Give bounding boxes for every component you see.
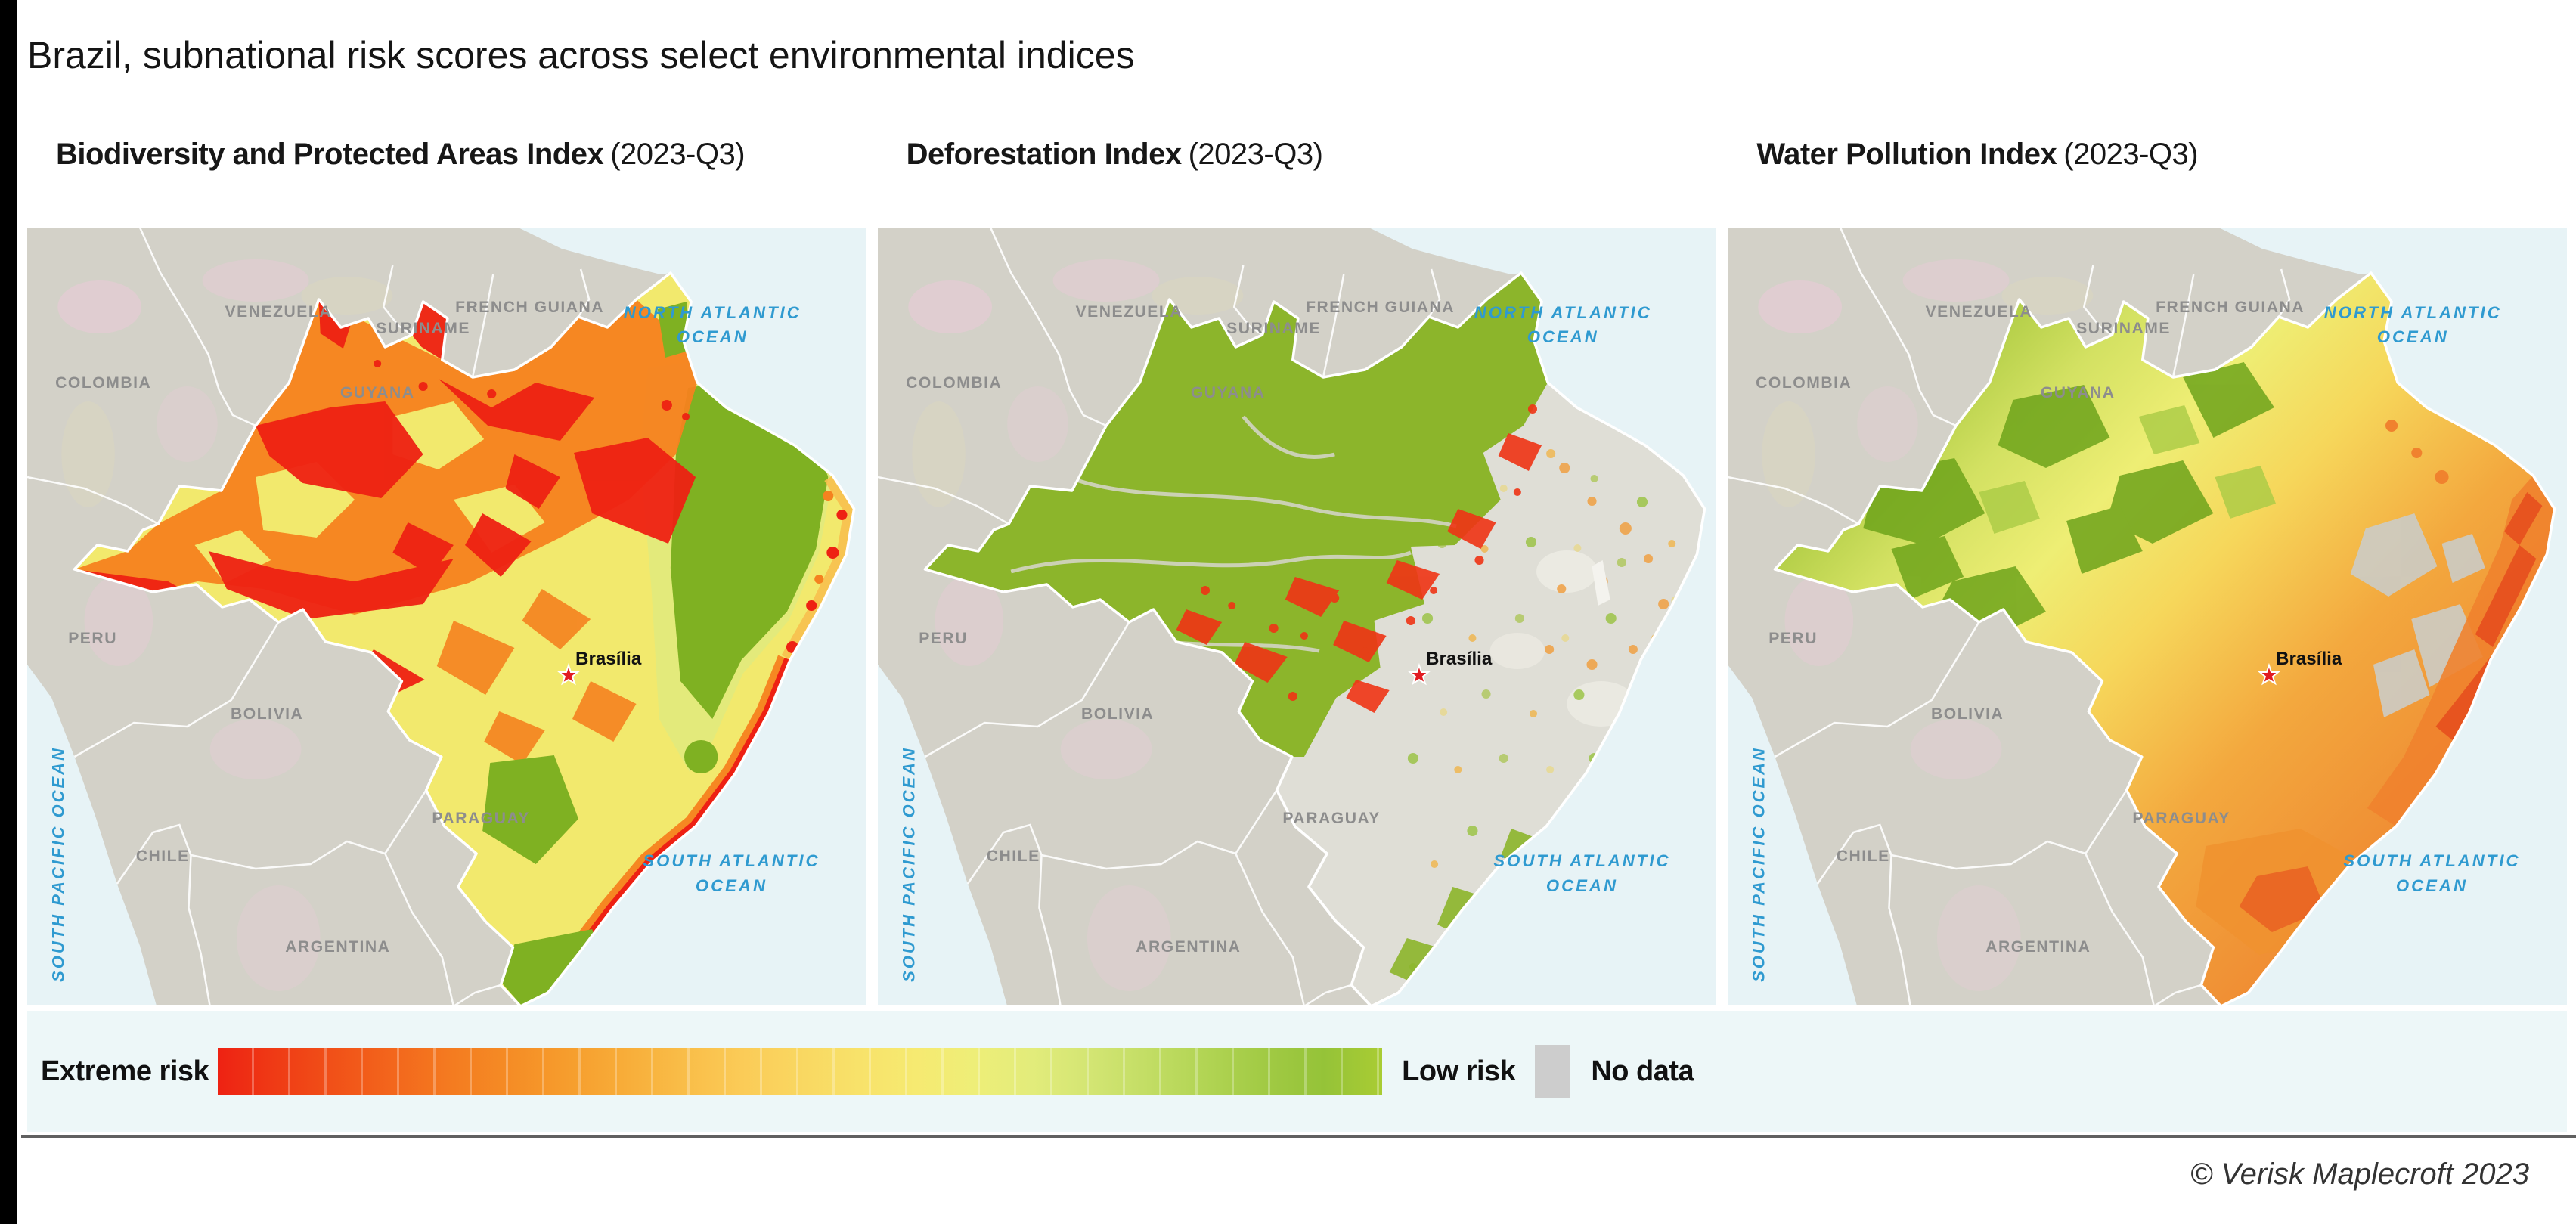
country-label-venezuela: VENEZUELA xyxy=(1075,303,1183,321)
capital-star-icon xyxy=(1407,662,1431,686)
country-label-french-guiana: FRENCH GUIANA xyxy=(1306,299,1455,316)
map-deforestation: VENEZUELA COLOMBIA GUYANA SURINAME FRENC… xyxy=(877,228,1717,1005)
panel-title-name: Water Pollution Index xyxy=(1756,138,2057,171)
legend-gradient-bar xyxy=(218,1048,1383,1095)
risk-legend: Extreme risk Low risk No data xyxy=(27,1011,2567,1132)
country-label-bolivia: BOLIVIA xyxy=(1931,705,2004,723)
panel-water-pollution: Water Pollution Index (2023-Q3) xyxy=(1728,137,2568,1005)
page-title: Brazil, subnational risk scores across s… xyxy=(27,34,1135,76)
panel-title-period: (2023-Q3) xyxy=(2063,138,2199,171)
country-label-paraguay: PARAGUAY xyxy=(1282,810,1381,827)
panel-title-name: Biodiversity and Protected Areas Index xyxy=(56,138,604,171)
capital-marker: Brasília xyxy=(557,649,642,686)
ocean-label-north-atlantic-2: OCEAN xyxy=(677,327,749,346)
ocean-label-south-atlantic: SOUTH ATLANTIC xyxy=(2344,851,2521,870)
map-panels-row: Biodiversity and Protected Areas Index (2… xyxy=(27,137,2568,1005)
country-label-paraguay: PARAGUAY xyxy=(2133,810,2231,827)
ocean-label-south-atlantic: SOUTH ATLANTIC xyxy=(643,851,820,870)
ocean-label-north-atlantic-2: OCEAN xyxy=(2377,327,2449,346)
country-label-paraguay: PARAGUAY xyxy=(432,810,530,827)
panel-title-deforestation: Deforestation Index (2023-Q3) xyxy=(907,137,1717,172)
country-label-colombia: COLOMBIA xyxy=(906,374,1002,392)
country-label-suriname: SURINAME xyxy=(1226,320,1321,337)
ocean-label-south-atlantic-2: OCEAN xyxy=(696,876,767,895)
ocean-label-south-atlantic-2: OCEAN xyxy=(2396,876,2468,895)
capital-label: Brasília xyxy=(575,649,642,669)
panel-biodiversity: Biodiversity and Protected Areas Index (2… xyxy=(27,137,866,1005)
panel-title-period: (2023-Q3) xyxy=(1188,138,1323,171)
ocean-label-south-pacific: SOUTH PACIFIC OCEAN xyxy=(899,746,918,982)
left-edge-bar xyxy=(0,0,17,1224)
ocean-label-north-atlantic: NORTH ATLANTIC xyxy=(624,303,801,322)
country-label-guyana: GUYANA xyxy=(340,384,415,401)
capital-star-icon xyxy=(557,662,580,686)
map-canvas-water-pollution: VENEZUELA COLOMBIA GUYANA SURINAME FRENC… xyxy=(1728,228,2568,1005)
country-label-argentina: ARGENTINA xyxy=(1136,938,1241,956)
country-label-peru: PERU xyxy=(68,630,117,647)
ocean-label-south-atlantic-2: OCEAN xyxy=(1546,876,1618,895)
panel-deforestation: Deforestation Index (2023-Q3) xyxy=(877,137,1717,1005)
country-label-bolivia: BOLIVIA xyxy=(231,705,303,723)
country-label-french-guiana: FRENCH GUIANA xyxy=(2156,299,2305,316)
map-labels: VENEZUELA COLOMBIA GUYANA SURINAME FRENC… xyxy=(1750,299,2521,982)
panel-title-water-pollution: Water Pollution Index (2023-Q3) xyxy=(1756,137,2567,172)
country-label-peru: PERU xyxy=(1769,630,1818,647)
ocean-label-north-atlantic: NORTH ATLANTIC xyxy=(1474,303,1651,322)
capital-marker: Brasília xyxy=(2258,649,2342,686)
page: Brazil, subnational risk scores across s… xyxy=(21,0,2576,1191)
ocean-label-north-atlantic: NORTH ATLANTIC xyxy=(2324,303,2502,322)
ocean-label-south-atlantic: SOUTH ATLANTIC xyxy=(1493,851,1670,870)
country-label-chile: CHILE xyxy=(136,848,190,865)
country-label-suriname: SURINAME xyxy=(376,320,470,337)
panel-title-name: Deforestation Index xyxy=(906,138,1182,171)
country-label-argentina: ARGENTINA xyxy=(285,938,390,956)
country-label-french-guiana: FRENCH GUIANA xyxy=(455,299,604,316)
capital-star-icon xyxy=(2258,662,2281,686)
panel-title-biodiversity: Biodiversity and Protected Areas Index (2… xyxy=(56,137,866,172)
footer-divider xyxy=(21,1135,2576,1138)
country-label-venezuela: VENEZUELA xyxy=(1926,303,2033,321)
legend-no-data-swatch xyxy=(1535,1045,1570,1098)
legend-extreme-label: Extreme risk xyxy=(41,1055,209,1087)
country-label-chile: CHILE xyxy=(1837,848,1890,865)
country-label-colombia: COLOMBIA xyxy=(55,374,151,392)
country-label-venezuela: VENEZUELA xyxy=(225,303,332,321)
legend-low-label: Low risk xyxy=(1402,1055,1516,1087)
ocean-label-north-atlantic-2: OCEAN xyxy=(1527,327,1598,346)
capital-label: Brasília xyxy=(1426,649,1493,669)
map-labels: VENEZUELA COLOMBIA GUYANA SURINAME FRENC… xyxy=(48,299,820,982)
ocean-label-south-pacific: SOUTH PACIFIC OCEAN xyxy=(48,746,67,982)
map-labels: VENEZUELA COLOMBIA GUYANA SURINAME FRENC… xyxy=(899,299,1670,982)
country-label-peru: PERU xyxy=(919,630,968,647)
country-label-bolivia: BOLIVIA xyxy=(1081,705,1154,723)
capital-label: Brasília xyxy=(2276,649,2342,669)
map-water-pollution: VENEZUELA COLOMBIA GUYANA SURINAME FRENC… xyxy=(1728,228,2568,1005)
country-label-guyana: GUYANA xyxy=(1191,384,1266,401)
country-label-argentina: ARGENTINA xyxy=(1986,938,2091,956)
panel-title-period: (2023-Q3) xyxy=(610,138,746,171)
capital-marker: Brasília xyxy=(1407,649,1493,686)
legend-no-data-label: No data xyxy=(1591,1055,1694,1087)
country-label-chile: CHILE xyxy=(986,848,1040,865)
country-label-guyana: GUYANA xyxy=(2041,384,2116,401)
country-label-suriname: SURINAME xyxy=(2077,320,2171,337)
ocean-label-south-pacific: SOUTH PACIFIC OCEAN xyxy=(1750,746,1768,982)
attribution-text: © Verisk Maplecroft 2023 xyxy=(2190,1157,2529,1191)
map-canvas-deforestation: VENEZUELA COLOMBIA GUYANA SURINAME FRENC… xyxy=(877,228,1717,1005)
map-canvas-biodiversity: VENEZUELA COLOMBIA GUYANA SURINAME FRENC… xyxy=(27,228,866,1005)
country-label-colombia: COLOMBIA xyxy=(1756,374,1852,392)
map-biodiversity: VENEZUELA COLOMBIA GUYANA SURINAME FRENC… xyxy=(27,228,866,1005)
